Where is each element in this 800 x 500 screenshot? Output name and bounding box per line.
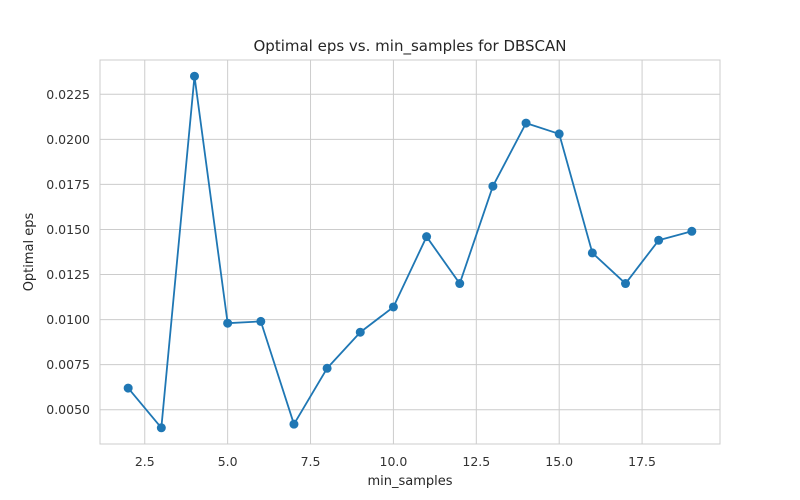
data-point <box>322 363 332 373</box>
tick-label-layer: 2.5 5.0 7.5 10.0 12.5 15.0 17.5 0.0050 0.0075 0.0… <box>46 87 656 469</box>
data-point <box>289 419 299 429</box>
x-tick-label: 17.5 <box>628 454 656 469</box>
data-point <box>422 232 432 242</box>
chart-title: Optimal eps vs. min_samples for DBSCAN <box>253 37 566 56</box>
data-point <box>488 181 498 191</box>
grid-layer <box>100 60 720 444</box>
y-tick-label: 0.0125 <box>46 267 90 282</box>
x-axis-label: min_samples <box>367 474 452 489</box>
x-tick-label: 15.0 <box>545 454 573 469</box>
x-tick-label: 7.5 <box>301 454 321 469</box>
data-point <box>355 327 365 337</box>
data-point <box>654 235 664 245</box>
series-layer <box>123 71 697 433</box>
data-point <box>156 423 166 433</box>
data-point <box>223 318 233 328</box>
y-tick-label: 0.0150 <box>46 222 90 237</box>
data-point <box>123 383 133 393</box>
plot-area-frame <box>99 59 721 445</box>
y-tick-label: 0.0200 <box>46 132 90 147</box>
x-tick-label: 2.5 <box>135 454 155 469</box>
y-tick-label: 0.0075 <box>46 357 90 372</box>
y-axis-label: Optimal eps <box>22 212 37 291</box>
series-line <box>127 75 693 429</box>
data-point <box>687 226 697 236</box>
data-point <box>621 279 631 289</box>
y-tick-label: 0.0225 <box>46 87 90 102</box>
data-point <box>587 248 597 258</box>
data-point <box>521 118 531 128</box>
data-point <box>455 279 465 289</box>
x-tick-label: 10.0 <box>380 454 408 469</box>
y-tick-label: 0.0175 <box>46 177 90 192</box>
x-tick-label: 5.0 <box>218 454 238 469</box>
data-point <box>388 302 398 312</box>
x-tick-label: 12.5 <box>462 454 490 469</box>
y-tick-label: 0.0050 <box>46 402 90 417</box>
data-point <box>256 316 266 326</box>
y-tick-label: 0.0100 <box>46 312 90 327</box>
data-point <box>189 71 199 81</box>
data-point <box>554 129 564 139</box>
